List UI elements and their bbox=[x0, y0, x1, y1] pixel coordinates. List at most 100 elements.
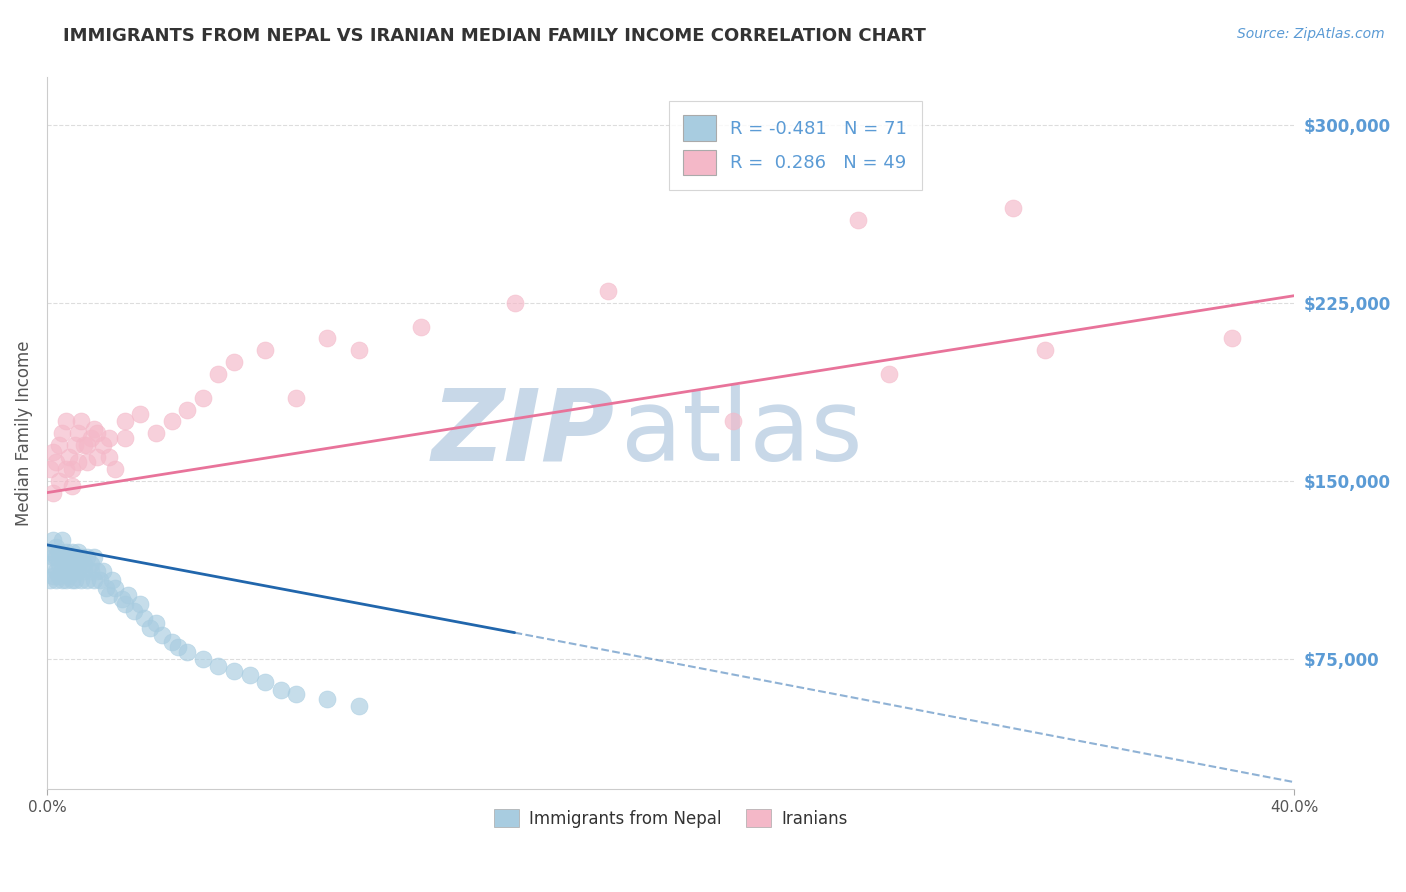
Point bbox=[58, 450, 80, 464]
Point bbox=[409, 319, 432, 334]
Point bbox=[145, 616, 167, 631]
Point bbox=[129, 597, 152, 611]
Point bbox=[207, 367, 229, 381]
Point bbox=[55, 414, 77, 428]
Point bbox=[60, 574, 83, 588]
Point bbox=[503, 296, 526, 310]
Point bbox=[83, 549, 105, 564]
Point bbox=[91, 564, 114, 578]
Point bbox=[63, 438, 86, 452]
Point bbox=[176, 402, 198, 417]
Point bbox=[39, 545, 62, 559]
Point bbox=[51, 426, 73, 441]
Point bbox=[285, 391, 308, 405]
Point bbox=[285, 687, 308, 701]
Point bbox=[98, 450, 121, 464]
Point bbox=[222, 664, 245, 678]
Point bbox=[67, 557, 90, 571]
Point bbox=[63, 557, 86, 571]
Point bbox=[63, 549, 86, 564]
Point bbox=[145, 426, 167, 441]
Point bbox=[45, 564, 67, 578]
Point bbox=[51, 533, 73, 547]
Point bbox=[207, 658, 229, 673]
Point bbox=[76, 438, 98, 452]
Point bbox=[70, 549, 93, 564]
Point bbox=[67, 564, 90, 578]
Point bbox=[79, 564, 101, 578]
Point bbox=[48, 474, 70, 488]
Point bbox=[73, 557, 96, 571]
Point bbox=[114, 431, 136, 445]
Point bbox=[150, 628, 173, 642]
Point bbox=[1033, 343, 1056, 358]
Text: ZIP: ZIP bbox=[432, 384, 614, 482]
Point bbox=[347, 343, 370, 358]
Point bbox=[70, 574, 93, 588]
Point bbox=[51, 574, 73, 588]
Point bbox=[1220, 331, 1243, 345]
Point bbox=[67, 545, 90, 559]
Point bbox=[76, 549, 98, 564]
Text: IMMIGRANTS FROM NEPAL VS IRANIAN MEDIAN FAMILY INCOME CORRELATION CHART: IMMIGRANTS FROM NEPAL VS IRANIAN MEDIAN … bbox=[63, 27, 927, 45]
Point bbox=[48, 545, 70, 559]
Point bbox=[176, 645, 198, 659]
Point bbox=[67, 426, 90, 441]
Point bbox=[139, 621, 162, 635]
Point bbox=[846, 212, 869, 227]
Point bbox=[55, 574, 77, 588]
Point bbox=[721, 414, 744, 428]
Point bbox=[1002, 201, 1025, 215]
Point bbox=[86, 426, 108, 441]
Point bbox=[48, 568, 70, 582]
Point bbox=[42, 549, 65, 564]
Point bbox=[111, 592, 134, 607]
Point bbox=[55, 545, 77, 559]
Point bbox=[191, 391, 214, 405]
Point bbox=[39, 574, 62, 588]
Point bbox=[104, 581, 127, 595]
Point bbox=[70, 414, 93, 428]
Point bbox=[51, 564, 73, 578]
Point bbox=[101, 574, 124, 588]
Point bbox=[39, 462, 62, 476]
Point bbox=[45, 540, 67, 554]
Point bbox=[58, 568, 80, 582]
Point bbox=[160, 414, 183, 428]
Point bbox=[42, 485, 65, 500]
Point bbox=[63, 574, 86, 588]
Point bbox=[114, 414, 136, 428]
Point bbox=[270, 682, 292, 697]
Point bbox=[117, 588, 139, 602]
Point bbox=[316, 331, 339, 345]
Point bbox=[55, 462, 77, 476]
Point bbox=[347, 699, 370, 714]
Point bbox=[166, 640, 188, 654]
Point bbox=[58, 557, 80, 571]
Point bbox=[98, 431, 121, 445]
Point bbox=[132, 611, 155, 625]
Point bbox=[39, 557, 62, 571]
Point bbox=[73, 438, 96, 452]
Point bbox=[48, 438, 70, 452]
Point bbox=[76, 574, 98, 588]
Point bbox=[42, 533, 65, 547]
Point bbox=[45, 455, 67, 469]
Point bbox=[42, 445, 65, 459]
Point bbox=[598, 284, 620, 298]
Point bbox=[76, 455, 98, 469]
Point bbox=[160, 635, 183, 649]
Point bbox=[83, 421, 105, 435]
Point bbox=[67, 455, 90, 469]
Point bbox=[79, 431, 101, 445]
Point bbox=[129, 408, 152, 422]
Point bbox=[254, 675, 277, 690]
Point bbox=[877, 367, 900, 381]
Point bbox=[316, 692, 339, 706]
Point bbox=[114, 597, 136, 611]
Point bbox=[83, 574, 105, 588]
Legend: Immigrants from Nepal, Iranians: Immigrants from Nepal, Iranians bbox=[486, 803, 853, 834]
Point bbox=[222, 355, 245, 369]
Point bbox=[79, 557, 101, 571]
Point bbox=[45, 574, 67, 588]
